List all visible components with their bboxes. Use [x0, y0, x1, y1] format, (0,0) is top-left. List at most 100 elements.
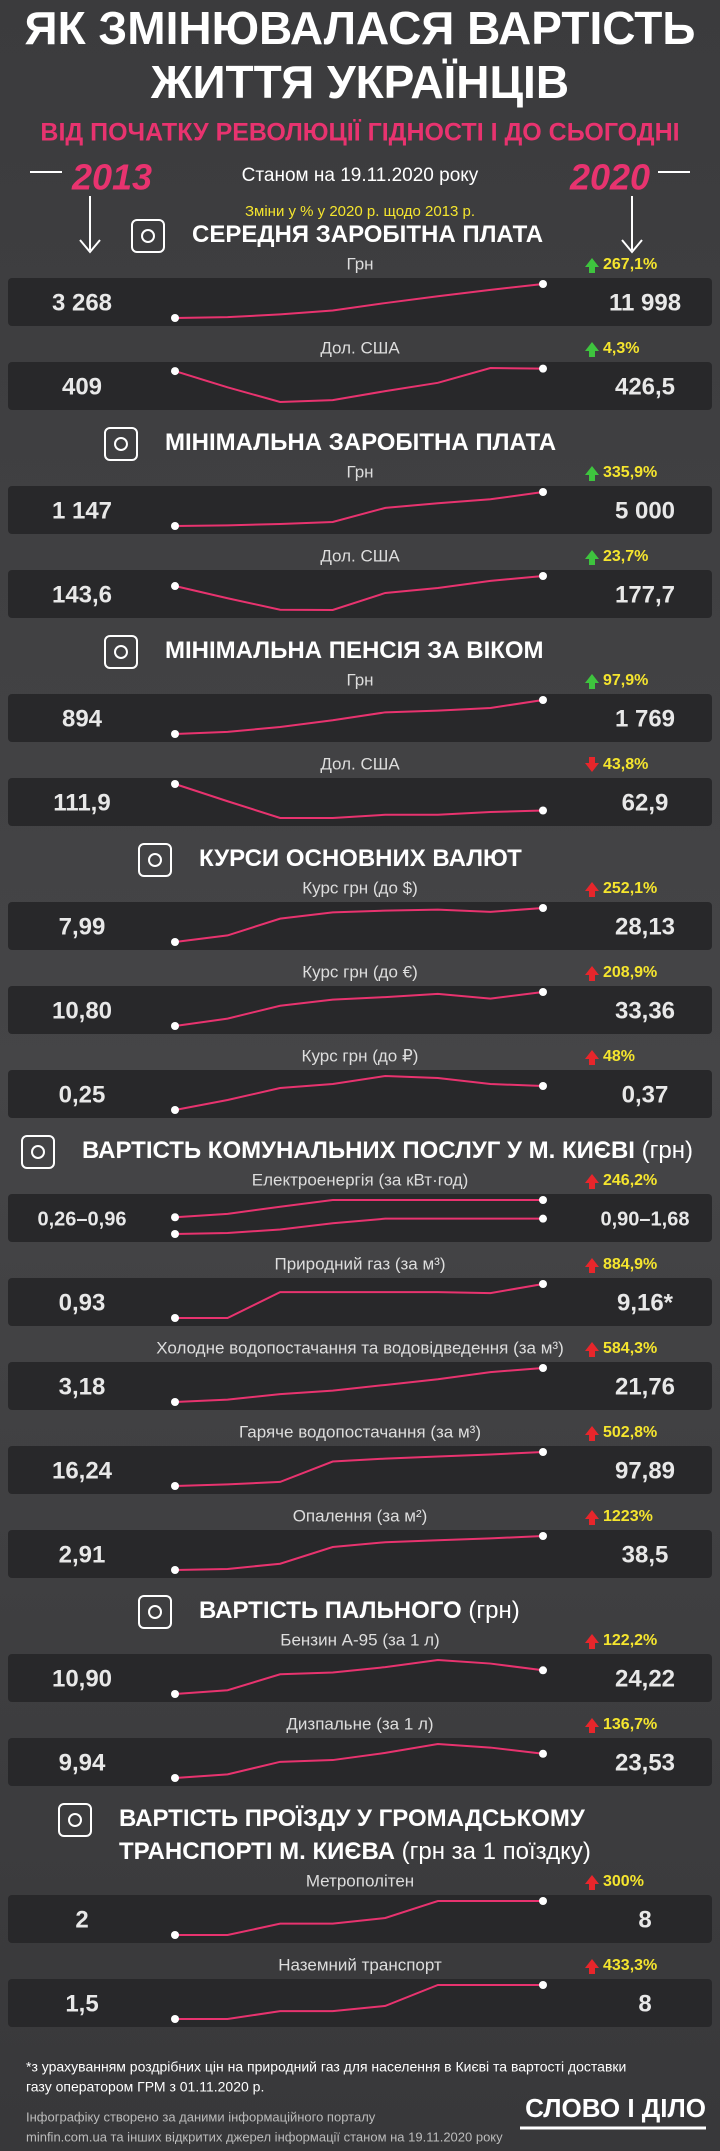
start-value: 1,5 [65, 1990, 98, 2017]
section-title: МІНІМАЛЬНА ПЕНСІЯ ЗА ВІКОМ [165, 637, 544, 664]
subtitle: ВІД ПОЧАТКУ РЕВОЛЮЦІЇ ГІДНОСТІ І ДО СЬОГ… [40, 119, 679, 147]
start-point [171, 1398, 179, 1406]
row-band [8, 1446, 712, 1494]
section-icon [138, 843, 172, 877]
start-point [171, 1022, 179, 1030]
change-percent: 335,9% [603, 464, 657, 481]
end-year: 2020 [569, 157, 650, 198]
source: minfin.com.ua та інших відкритих джерел … [26, 2129, 503, 2144]
end-point [539, 280, 547, 288]
section-title-unit: (грн) [468, 1597, 519, 1624]
change-percent: 208,9% [603, 964, 657, 981]
sparkline [174, 991, 544, 1027]
start-point [171, 522, 179, 530]
section-title-text: ВАРТІСТЬ ПАЛЬНОГО [199, 1597, 462, 1624]
row-label: Дол. США [320, 754, 400, 773]
change-percent: 23,7% [603, 548, 648, 565]
end-point [539, 1214, 547, 1223]
icon-dot [31, 1145, 45, 1159]
row-band [8, 1194, 712, 1242]
end-arrow [621, 171, 690, 254]
row-label: Опалення (за м²) [293, 1506, 428, 1525]
sparkline [174, 1658, 544, 1695]
end-value: 28,13 [615, 913, 675, 940]
row-label: Дол. США [320, 338, 400, 357]
section-title: КУРСИ ОСНОВНИХ ВАЛЮТ [199, 845, 522, 872]
end-point [539, 364, 547, 373]
section-title: ТРАНСПОРТІ М. КИЄВА (грн за 1 поїздку) [119, 1838, 591, 1865]
end-value: 11 998 [609, 289, 681, 316]
end-value: 62,9 [622, 789, 669, 816]
row-label: Холодне водопостачання та водовідведення… [156, 1338, 564, 1357]
end-value: 21,76 [615, 1373, 675, 1400]
section-title-unit: (грн) [642, 1137, 693, 1164]
trend-arrow [585, 342, 599, 357]
change-note: Зміни у % у 2020 р. щодо 2013 р. [245, 203, 475, 220]
end-value: 38,5 [622, 1541, 669, 1568]
start-point [171, 2015, 179, 2023]
section-title: ВАРТІСТЬ КОМУНАЛЬНИХ ПОСЛУГ У М. КИЄВІ (… [82, 1137, 693, 1164]
section-title: МІНІМАЛЬНА ЗАРОБІТНА ПЛАТА [165, 429, 556, 456]
sparkline [175, 1984, 543, 2020]
start-value: 3 268 [52, 289, 112, 316]
end-value: 23,53 [615, 1749, 675, 1776]
end-value: 9,16* [617, 1289, 674, 1316]
change-percent: 267,1% [603, 256, 657, 273]
end-point [539, 988, 547, 996]
row-band [8, 1654, 712, 1702]
row-label: Бензин А-95 (за 1 л) [280, 1630, 439, 1649]
end-point [539, 1364, 547, 1372]
section-title-text: МІНІМАЛЬНА ПЕНСІЯ ЗА ВІКОМ [165, 637, 544, 664]
section-icon [21, 1135, 55, 1169]
trend-arrow [585, 1174, 599, 1189]
sparkline [174, 575, 544, 612]
section-icon [104, 427, 138, 461]
icon-dot [141, 229, 155, 243]
start-point [171, 780, 179, 788]
start-value: 0,25 [59, 1081, 106, 1108]
row-label: Грн [346, 670, 373, 689]
trend-arrow [585, 258, 599, 273]
end-point [539, 806, 547, 815]
end-value: 8 [638, 1990, 651, 2017]
section-title-text: ВАРТІСТЬ ПРОЇЗДУ У ГРОМАДСЬКОМУ [119, 1805, 586, 1832]
icon-frame [58, 1803, 92, 1837]
end-point [539, 1082, 547, 1090]
end-point [539, 904, 547, 912]
start-value: 7,99 [59, 913, 106, 940]
trend-arrow [585, 1875, 599, 1890]
icon-frame [104, 635, 138, 669]
sparkline [174, 491, 544, 527]
icon-dot [148, 853, 162, 867]
title-line: ЖИТТЯ УКРАЇНЦІВ [150, 56, 569, 108]
sparkline [174, 907, 544, 943]
start-point [171, 1213, 179, 1222]
change-percent: 884,9% [603, 1256, 657, 1273]
row-label: Метрополітен [306, 1871, 414, 1890]
end-point [539, 696, 547, 704]
start-point [171, 1566, 179, 1574]
section-title: СЕРЕДНЯ ЗАРОБІТНА ПЛАТА [192, 221, 543, 248]
footnote: газу оператором ГРМ з 01.11.2020 р. [26, 2079, 264, 2095]
row-band [8, 1362, 712, 1410]
start-value: 409 [62, 373, 102, 400]
start-point [171, 1774, 179, 1782]
row-band [8, 1738, 712, 1786]
trend-arrow [585, 674, 599, 689]
start-arrow [30, 171, 101, 254]
sparkline [174, 1199, 543, 1219]
start-point [171, 367, 179, 376]
start-point [171, 1230, 179, 1238]
start-point [171, 1931, 179, 1939]
change-percent: 97,9% [603, 672, 648, 689]
sparkline [174, 283, 544, 319]
section-title-text: СЕРЕДНЯ ЗАРОБІТНА ПЛАТА [192, 221, 543, 248]
start-point [171, 1314, 179, 1322]
sparkline [174, 1742, 544, 1779]
sparkline [174, 1535, 544, 1571]
end-point [539, 1981, 547, 1989]
section-icon [58, 1803, 92, 1837]
end-point [539, 488, 547, 496]
trend-arrow [585, 1959, 599, 1974]
